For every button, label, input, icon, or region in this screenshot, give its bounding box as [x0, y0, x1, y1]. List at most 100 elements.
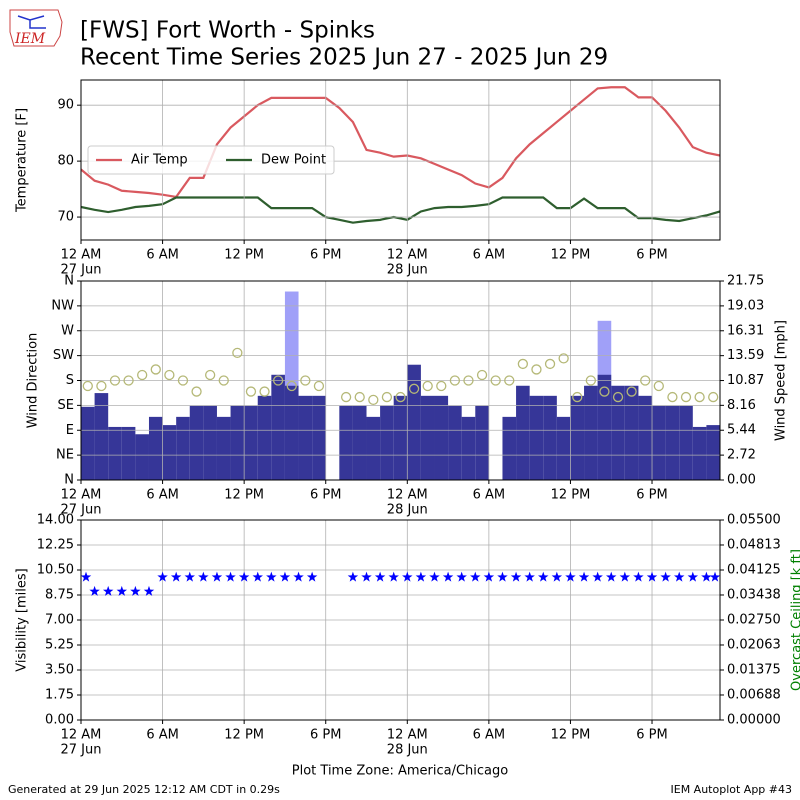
- visibility-point: [524, 571, 535, 582]
- direction-point: [259, 386, 270, 397]
- x-tick-label: 6 PM: [310, 248, 341, 263]
- y-tick-label: 0.00: [45, 713, 74, 728]
- direction-point: [408, 383, 420, 394]
- visibility-point: [606, 571, 617, 582]
- y-tick-label: 10.50: [37, 563, 74, 578]
- bar: [529, 395, 544, 480]
- visibility-point: [510, 571, 522, 582]
- visibility-point: [415, 571, 427, 582]
- legend-label: Air Temp: [131, 153, 188, 168]
- direction-point: [150, 364, 161, 375]
- y2-tick-label: 0.02063: [727, 637, 781, 652]
- direction-point: [517, 358, 529, 370]
- visibility-point: [170, 571, 182, 582]
- y-tick-label: 70: [57, 210, 74, 225]
- x-tick-label: 12 PM: [551, 248, 591, 263]
- x-tick-label: 6 PM: [636, 728, 667, 743]
- y-tick-label: 12.25: [37, 538, 74, 553]
- visibility-point: [660, 571, 671, 582]
- series-line: [81, 86, 720, 199]
- y2-axis-label: Overcast Ceiling [k ft]: [790, 549, 800, 691]
- y-tick-label: SE: [58, 398, 74, 413]
- y-tick-label: SW: [53, 348, 74, 363]
- direction-point: [368, 394, 379, 405]
- bar: [284, 385, 299, 480]
- bar: [393, 395, 408, 480]
- bar: [638, 395, 653, 480]
- y-tick-label: W: [61, 323, 74, 338]
- visibility-point: [306, 571, 318, 582]
- x-tick-sublabel: 28 Jun: [387, 503, 428, 518]
- visibility-point: [673, 571, 685, 582]
- footer-right: IEM Autoplot App #43: [671, 783, 793, 796]
- bar: [502, 416, 517, 480]
- x-tick-label: 6 PM: [636, 488, 667, 503]
- y-axis-label: Visibility [miles]: [15, 568, 30, 671]
- visibility-point: [157, 571, 168, 582]
- direction-point: [313, 380, 325, 392]
- x-tick-sublabel: 28 Jun: [387, 263, 428, 278]
- y-tick-label: 90: [57, 98, 74, 113]
- y2-tick-label: 8.16: [727, 398, 756, 413]
- x-tick-label: 12 PM: [224, 248, 264, 263]
- x-tick-sublabel: 27 Jun: [61, 263, 102, 278]
- x-tick-label: 12 AM: [387, 488, 428, 503]
- x-tick-label: 6 PM: [310, 488, 341, 503]
- y-tick-label: 80: [57, 154, 74, 169]
- bar: [81, 406, 95, 480]
- direction-point: [476, 369, 488, 381]
- direction-point: [340, 391, 352, 403]
- logo-lines: [17, 15, 46, 29]
- visibility-point: [225, 571, 236, 582]
- y2-tick-label: 0.02750: [727, 613, 781, 628]
- direction-point: [354, 391, 365, 403]
- plot-frame: [80, 519, 721, 721]
- x-tick-label: 6 AM: [146, 248, 179, 263]
- visibility-point: [388, 571, 399, 582]
- x-tick-label: 12 AM: [387, 248, 428, 263]
- x-tick-label: 6 AM: [146, 488, 179, 503]
- bar: [162, 425, 177, 480]
- x-tick-label: 12 AM: [387, 728, 428, 743]
- y-tick-label: NW: [51, 298, 74, 313]
- x-tick-label: 6 AM: [146, 728, 179, 743]
- direction-point: [436, 380, 447, 392]
- direction-point: [504, 375, 515, 386]
- y2-tick-label: 5.44: [727, 423, 756, 438]
- direction-point: [653, 380, 664, 392]
- bar: [665, 405, 680, 480]
- bar: [407, 364, 421, 480]
- direction-point: [544, 358, 556, 370]
- logo-text: IEM: [14, 31, 46, 47]
- y-tick-label: 14.00: [37, 513, 74, 528]
- direction-point: [177, 375, 189, 386]
- y-tick-label: S: [66, 373, 74, 388]
- visibility-point: [442, 571, 454, 582]
- y2-tick-label: 0.00: [727, 473, 756, 488]
- direction-point: [626, 386, 637, 397]
- bar: [94, 393, 109, 480]
- x-axis-label: Plot Time Zone: America/Chicago: [292, 764, 508, 779]
- x-tick-label: 6 AM: [473, 248, 506, 263]
- plot-frame: [80, 280, 721, 481]
- bar: [380, 405, 394, 480]
- y-tick-label: 5.25: [45, 638, 74, 653]
- plot-area: [81, 291, 720, 480]
- direction-point: [286, 380, 297, 392]
- y2-tick-label: 19.03: [727, 298, 764, 313]
- x-tick-label: 6 AM: [473, 488, 506, 503]
- bar: [570, 395, 585, 480]
- bar: [556, 416, 571, 480]
- x-tick-label: 12 PM: [551, 728, 591, 743]
- bar: [352, 405, 367, 480]
- visibility-point: [347, 571, 359, 582]
- visibility-point: [279, 571, 291, 582]
- direction-point: [381, 391, 393, 403]
- y-tick-label: N: [64, 473, 74, 488]
- x-tick-label: 12 PM: [224, 728, 264, 743]
- direction-point: [463, 375, 474, 386]
- bar: [176, 416, 190, 480]
- y2-tick-label: 0.03438: [727, 587, 781, 602]
- bar: [339, 405, 353, 480]
- y2-tick-label: 0.01375: [727, 663, 781, 678]
